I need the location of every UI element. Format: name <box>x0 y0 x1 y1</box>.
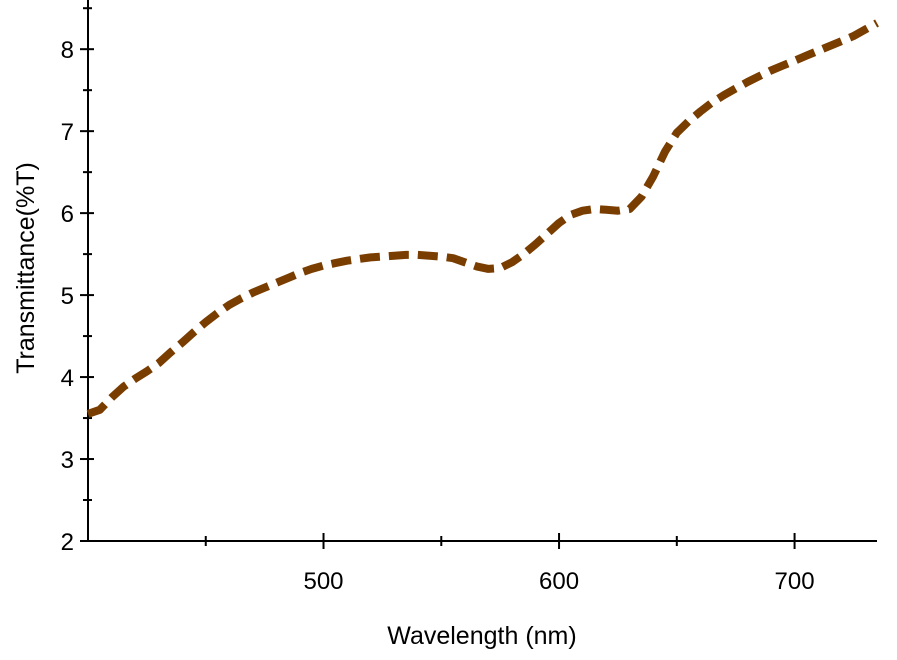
x-tick-label: 500 <box>303 568 343 595</box>
series-line <box>86 19 879 418</box>
y-axis-title: Transmittance(%T) <box>12 162 40 374</box>
y-tick-label: 6 <box>61 201 74 228</box>
y-tick-label: 5 <box>61 283 74 310</box>
y-ticks: 2 3 4 5 6 7 8 <box>61 7 94 556</box>
x-tick-label: 700 <box>775 568 815 595</box>
y-tick-label: 3 <box>61 447 74 474</box>
y-tick-label: 8 <box>61 37 74 64</box>
x-axis-title: Wavelength (nm) <box>387 622 576 650</box>
x-tick-label: 600 <box>539 568 579 595</box>
series-layer <box>86 19 879 418</box>
y-tick-label: 7 <box>61 119 74 146</box>
y-tick-label: 2 <box>61 529 74 556</box>
x-ticks: 500 600 700 <box>204 533 815 595</box>
y-tick-label: 4 <box>61 365 74 392</box>
